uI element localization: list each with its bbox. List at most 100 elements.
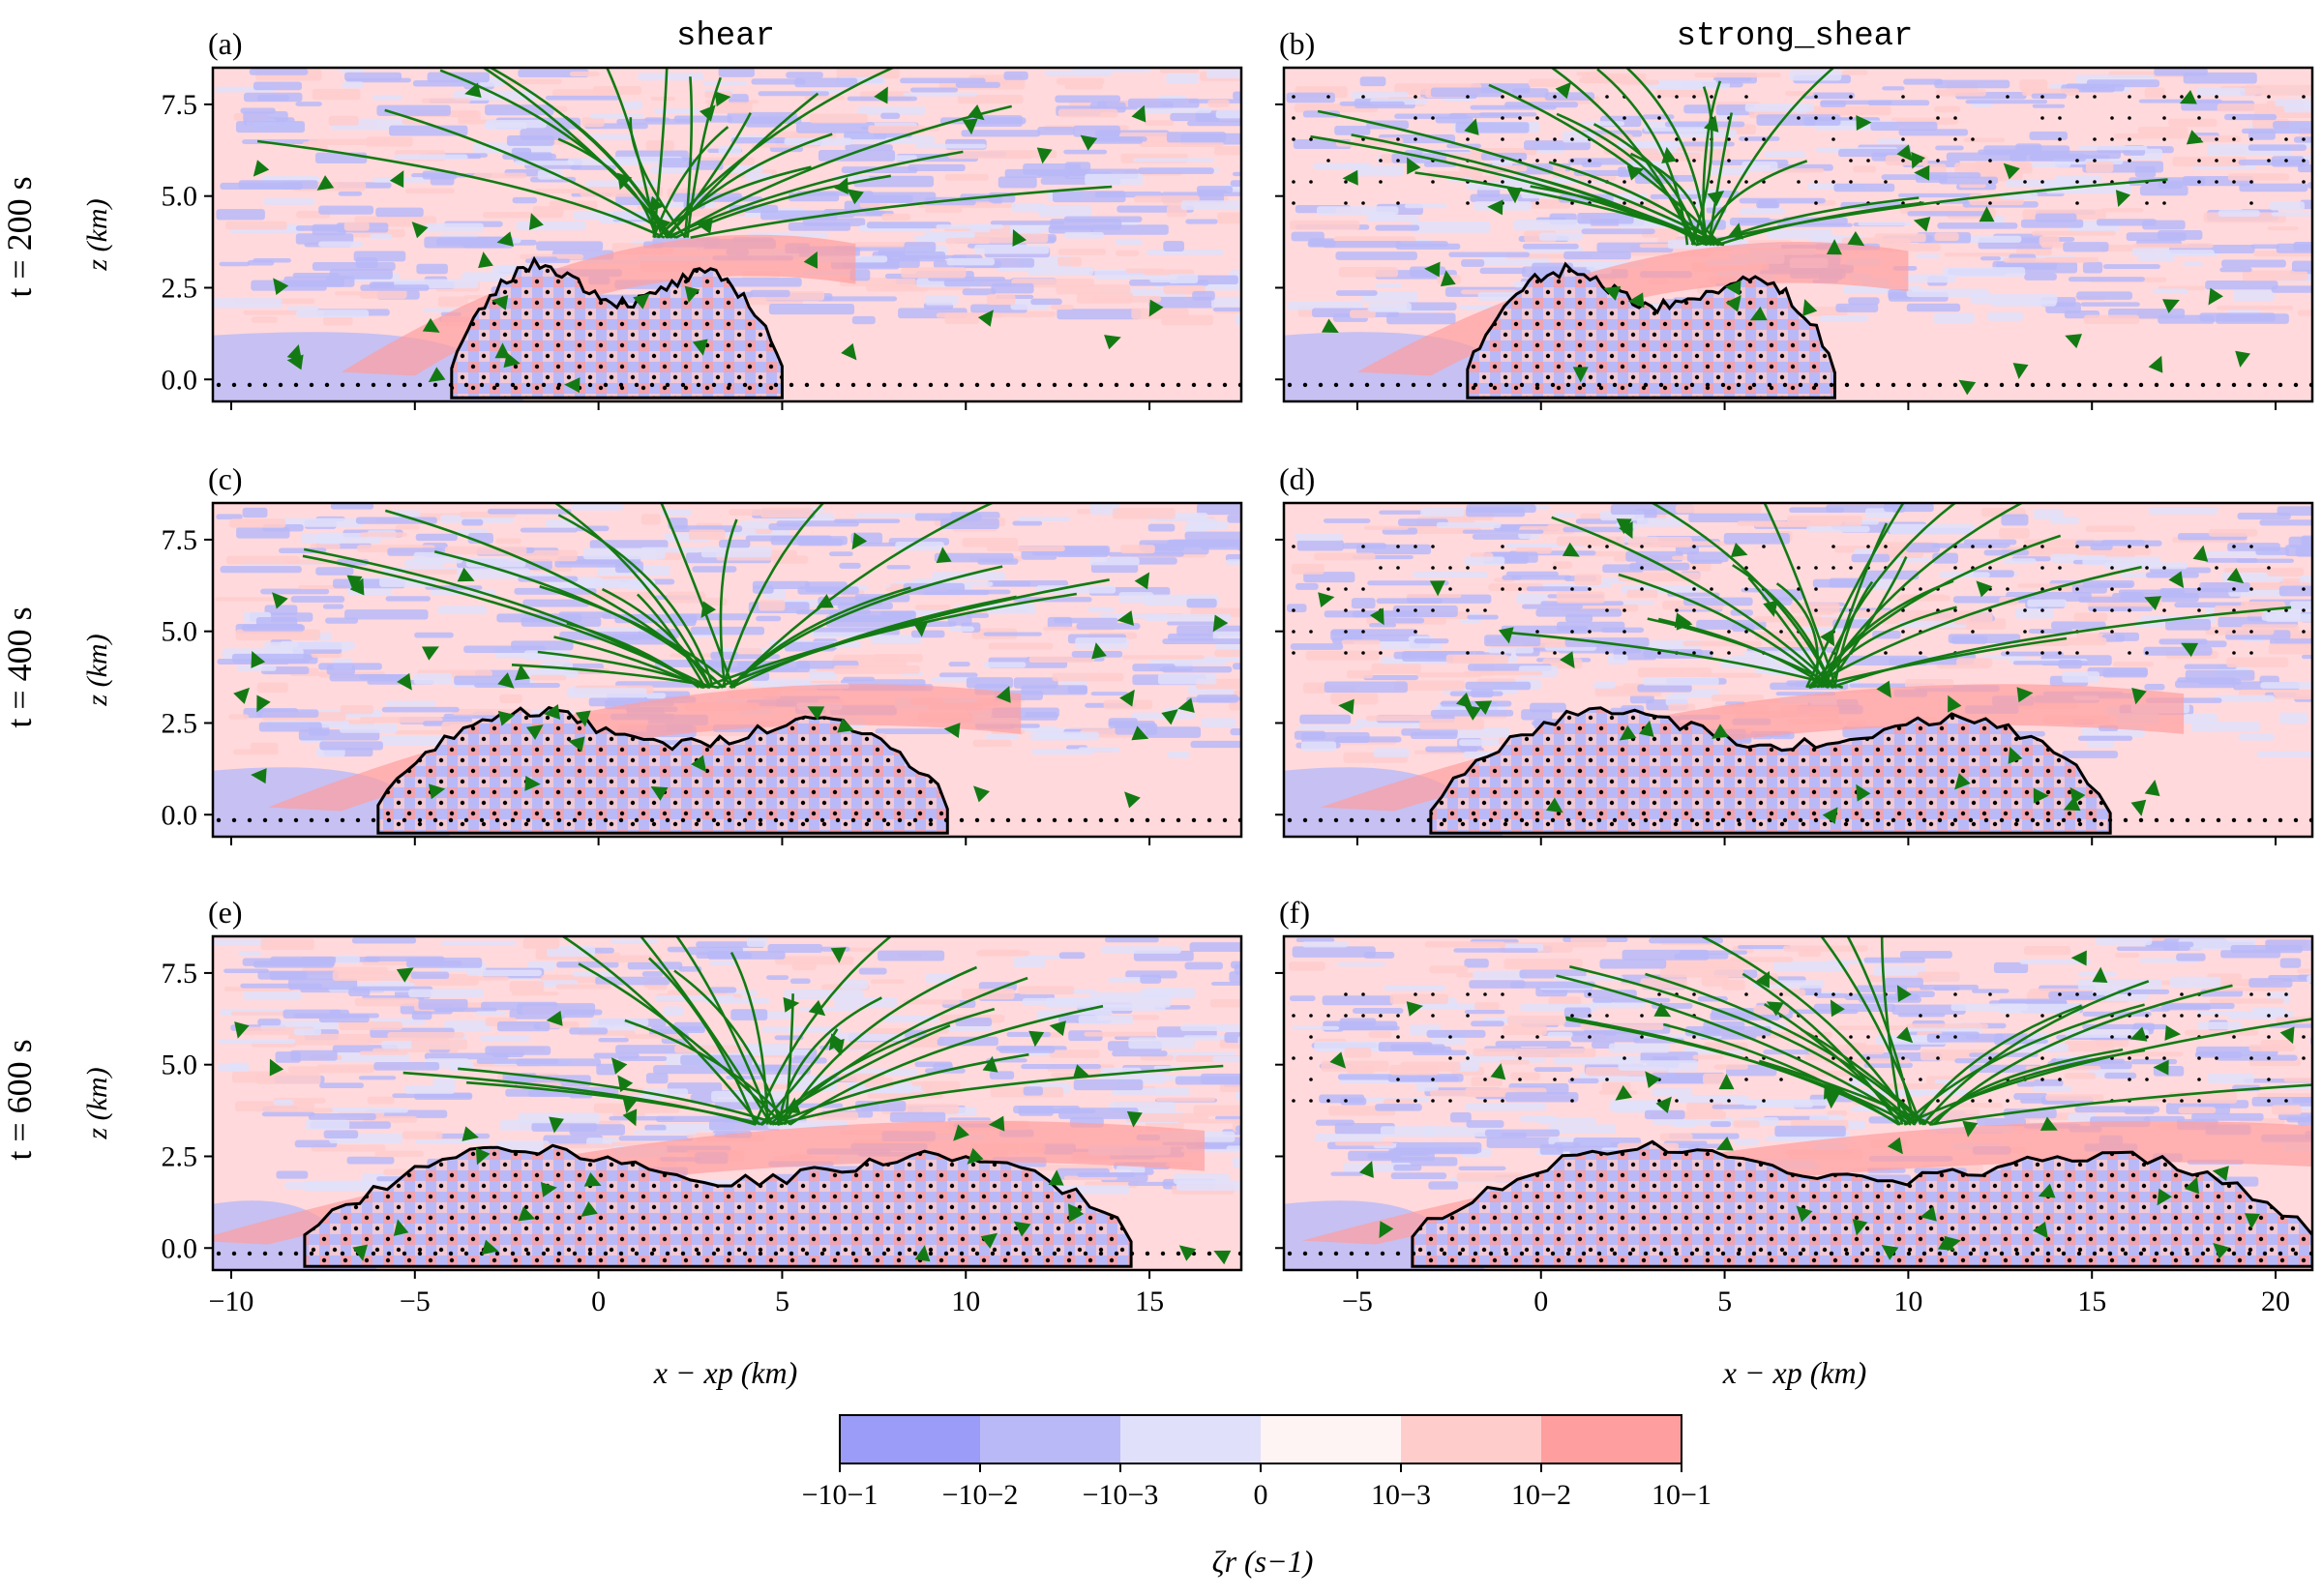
vorticity-streak xyxy=(645,140,674,151)
vorticity-streak xyxy=(276,1170,309,1179)
stipple-dot xyxy=(1689,1251,1695,1256)
vorticity-streak xyxy=(338,191,363,196)
stipple-dot xyxy=(1466,1056,1470,1060)
stipple-dot xyxy=(1292,608,1295,612)
stipple-dot xyxy=(2145,566,2149,570)
stipple-dot xyxy=(2197,608,2201,612)
vorticity-streak xyxy=(1226,1145,1241,1151)
vorticity-streak xyxy=(1469,980,1526,989)
streamline xyxy=(754,936,893,1126)
vorticity-streak xyxy=(1899,951,1952,959)
vorticity-streak xyxy=(1626,589,1658,599)
vorticity-streak xyxy=(413,672,453,685)
stipple-dot xyxy=(1344,651,1348,655)
stipple-dot xyxy=(1860,1251,1865,1256)
vorticity-streak xyxy=(1664,959,1752,969)
vorticity-streak xyxy=(284,1181,347,1190)
colorbar-tick-label: −10−3 xyxy=(1083,1479,1159,1511)
streamline-arrowhead xyxy=(622,1096,638,1114)
vorticity-streak xyxy=(2013,1093,2048,1101)
vorticity-streak xyxy=(2103,562,2188,570)
stipple-dot xyxy=(1333,817,1339,823)
stipple-dot xyxy=(1643,382,1649,388)
stipple-dot xyxy=(2302,159,2306,163)
stipple-dot xyxy=(2061,1251,2067,1256)
vorticity-streak xyxy=(797,586,859,595)
stipple-dot xyxy=(2006,587,2009,591)
stipple-dot xyxy=(974,1251,980,1256)
vorticity-streak xyxy=(2095,1039,2129,1048)
stipple-dot xyxy=(2215,1014,2218,1018)
streamline xyxy=(782,965,978,1126)
streamline xyxy=(657,68,896,239)
stipple-dot xyxy=(2247,1251,2252,1256)
stipple-dot xyxy=(2302,587,2306,591)
vorticity-streak xyxy=(2014,607,2054,619)
stipple-dot xyxy=(912,817,918,823)
stipple-dot xyxy=(2267,95,2271,99)
vorticity-streak xyxy=(434,1133,491,1139)
stipple-dot xyxy=(1988,566,1992,570)
vorticity-streak xyxy=(595,976,670,986)
stipple-dot xyxy=(603,1251,609,1256)
vorticity-streak xyxy=(385,596,431,602)
vorticity-streak xyxy=(988,642,1054,650)
stipple-dot xyxy=(758,817,763,823)
vorticity-streak xyxy=(1622,949,1710,961)
stipple-dot xyxy=(386,1251,392,1256)
stipple-dot xyxy=(1813,1251,1819,1256)
vorticity-streak xyxy=(255,1073,321,1085)
vorticity-streak xyxy=(1301,941,1349,948)
vorticity-streak xyxy=(2271,285,2312,293)
vorticity-streak xyxy=(761,1026,842,1033)
vorticity-streak xyxy=(2027,599,2068,607)
vorticity-streak xyxy=(1999,527,2030,539)
streamline-arrowhead xyxy=(1036,147,1053,164)
vorticity-streak xyxy=(218,1039,296,1045)
stipple-dot xyxy=(1890,382,1896,388)
vorticity-streak xyxy=(1341,639,1381,645)
vorticity-streak xyxy=(924,207,963,214)
stipple-dot xyxy=(866,817,872,823)
stipple-dot xyxy=(1588,159,1592,163)
vorticity-streak xyxy=(1950,635,1988,644)
vorticity-streak xyxy=(529,674,567,681)
stipple-dot xyxy=(2107,382,2113,388)
vorticity-streak xyxy=(766,975,789,980)
vorticity-streak xyxy=(996,267,1044,273)
stipple-dot xyxy=(1710,651,1713,655)
stipple-dot xyxy=(1906,382,1912,388)
vorticity-streak xyxy=(2044,1094,2104,1101)
streamline xyxy=(1819,936,1922,1126)
streamline-arrowhead xyxy=(1161,709,1178,725)
vorticity-streak xyxy=(974,244,1050,254)
vorticity-streak xyxy=(654,108,701,114)
stipple-dot xyxy=(1309,1056,1313,1060)
stipple-dot xyxy=(1473,382,1478,388)
stipple-dot xyxy=(1866,1056,1870,1060)
vorticity-streak xyxy=(2199,312,2276,322)
streamline-arrowhead xyxy=(253,160,270,177)
vorticity-streak xyxy=(1704,1042,1748,1050)
stipple-dot xyxy=(1779,992,1783,996)
stipple-dot xyxy=(1395,382,1401,388)
stipple-dot xyxy=(1396,201,1400,205)
vorticity-streak xyxy=(342,81,364,89)
vorticity-streak xyxy=(1424,941,1505,948)
stipple-dot xyxy=(1831,545,1835,548)
vorticity-streak xyxy=(786,72,823,78)
stipple-dot xyxy=(1379,566,1383,570)
streamline-arrowhead xyxy=(1487,199,1503,216)
vorticity-streak xyxy=(2118,589,2186,594)
vorticity-streak xyxy=(1652,1088,1693,1097)
streamline-arrowhead xyxy=(1766,1001,1784,1017)
vorticity-streak xyxy=(2162,1002,2235,1010)
stipple-dot xyxy=(1744,95,1748,99)
stipple-dot xyxy=(2128,608,2131,612)
stipple-dot xyxy=(1052,817,1057,823)
stipple-dot xyxy=(525,1251,531,1256)
stipple-dot xyxy=(1442,817,1447,823)
streamline xyxy=(730,586,911,689)
ytick-label: 0.0 xyxy=(162,364,198,396)
stipple-dot xyxy=(1318,382,1324,388)
